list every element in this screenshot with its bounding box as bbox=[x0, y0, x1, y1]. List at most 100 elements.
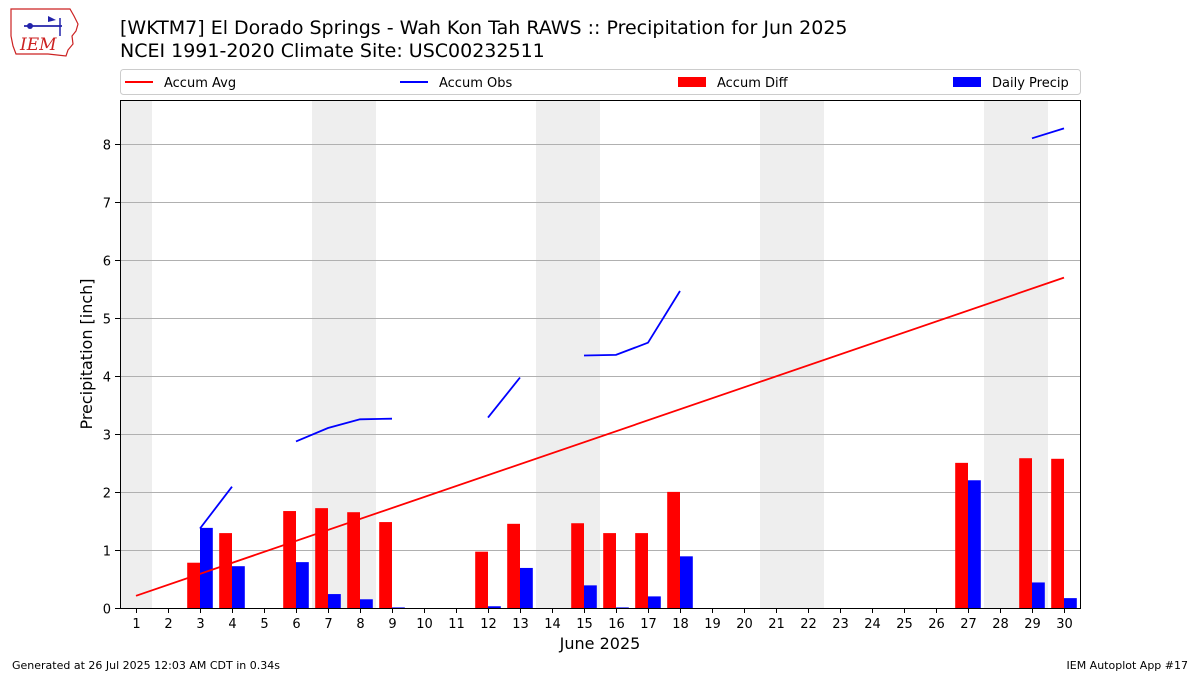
x-tick-label: 1 bbox=[132, 617, 140, 632]
legend-swatch-bar-4 bbox=[953, 77, 981, 87]
legend-label: Accum Diff bbox=[717, 76, 789, 91]
daily-precip-bar-day-29 bbox=[1032, 582, 1045, 608]
daily-precip-bar-day-3 bbox=[200, 527, 213, 608]
x-tick-label: 6 bbox=[292, 617, 300, 632]
x-tick-label: 3 bbox=[196, 617, 204, 632]
accum-obs-line-segment-5 bbox=[1031, 127, 1065, 140]
accum-diff-bar-day-15 bbox=[571, 523, 584, 608]
accum-avg-line bbox=[135, 276, 1065, 597]
legend-swatch-bar-3 bbox=[678, 77, 706, 87]
legend-box bbox=[120, 69, 1081, 95]
weekend-shade-day-1 bbox=[120, 100, 152, 608]
x-tick-label: 4 bbox=[228, 617, 236, 632]
accum-diff-bar-day-4 bbox=[219, 533, 232, 608]
accum-diff-bar-day-16 bbox=[603, 533, 616, 608]
x-tick-label: 12 bbox=[480, 617, 497, 632]
daily-precip-bar-day-8 bbox=[360, 599, 373, 608]
x-tick-label: 13 bbox=[512, 617, 529, 632]
y-tick-label: 4 bbox=[103, 371, 111, 386]
x-tick-label: 7 bbox=[324, 617, 332, 632]
accum-obs-line-segment-1 bbox=[199, 486, 233, 530]
y-tick-label: 2 bbox=[103, 487, 111, 502]
daily-precip-bar-day-7 bbox=[328, 594, 341, 608]
x-tick-label: 18 bbox=[672, 617, 689, 632]
daily-precip-bar-day-30 bbox=[1064, 598, 1077, 608]
iem-logo: IEM bbox=[10, 8, 79, 57]
accum-diff-bar-day-27 bbox=[955, 462, 968, 608]
daily-precip-bar-day-17 bbox=[648, 596, 661, 608]
accum-obs-line-segment-4 bbox=[583, 290, 681, 357]
x-tick-label: 30 bbox=[1056, 617, 1073, 632]
x-tick-label: 8 bbox=[356, 617, 364, 632]
x-tick-label: 19 bbox=[704, 617, 721, 632]
y-tick-label: 3 bbox=[103, 429, 111, 444]
lines bbox=[135, 127, 1065, 597]
daily-precip-bar-day-15 bbox=[584, 585, 597, 608]
weekend-shading bbox=[120, 100, 1048, 608]
accum-diff-bar-day-29 bbox=[1019, 458, 1032, 608]
accum-obs-line-segment-2 bbox=[295, 417, 393, 443]
legend-label: Accum Avg bbox=[164, 76, 236, 91]
x-tick-label: 20 bbox=[736, 617, 753, 632]
x-axis-label: June 2025 bbox=[559, 634, 641, 653]
y-tick-label: 7 bbox=[103, 197, 111, 212]
x-tick-label: 15 bbox=[576, 617, 593, 632]
x-tick-label: 2 bbox=[164, 617, 172, 632]
x-tick-label: 22 bbox=[800, 617, 817, 632]
accum-diff-bar-day-7 bbox=[315, 508, 328, 608]
daily-precip-bar-day-13 bbox=[520, 567, 533, 608]
y-axis-label: Precipitation [inch] bbox=[77, 278, 96, 429]
chart-title: [WKTM7] El Dorado Springs - Wah Kon Tah … bbox=[120, 17, 848, 39]
x-tick-label: 11 bbox=[448, 617, 465, 632]
app-credit: IEM Autoplot App #17 bbox=[1066, 659, 1189, 672]
daily-precip-bar-day-18 bbox=[680, 556, 693, 608]
accum-diff-bar-day-12 bbox=[475, 551, 488, 608]
x-tick-label: 28 bbox=[992, 617, 1009, 632]
daily-precip-bar-day-12 bbox=[488, 606, 501, 608]
chart-subtitle: NCEI 1991-2020 Climate Site: USC00232511 bbox=[120, 40, 545, 62]
x-tick-label: 5 bbox=[260, 617, 268, 632]
x-tick-label: 9 bbox=[388, 617, 396, 632]
accum-diff-bar-day-9 bbox=[379, 522, 392, 608]
weekend-shade-day-21 bbox=[760, 100, 792, 608]
accum-diff-bar-day-18 bbox=[667, 491, 680, 608]
y-tick-label: 0 bbox=[103, 603, 111, 618]
legend-label: Accum Obs bbox=[439, 76, 512, 91]
daily-precip-bar-day-6 bbox=[296, 562, 309, 608]
x-tick-label: 21 bbox=[768, 617, 785, 632]
x-tick-label: 26 bbox=[928, 617, 945, 632]
x-tick-label: 10 bbox=[416, 617, 433, 632]
daily-precip-bar-day-4 bbox=[232, 566, 245, 608]
daily-precip-bar-day-16 bbox=[616, 607, 629, 609]
plot-frame bbox=[120, 100, 1081, 609]
iowa-state-outline bbox=[10, 8, 79, 57]
x-tick-label: 16 bbox=[608, 617, 625, 632]
legend-label: Daily Precip bbox=[992, 76, 1069, 91]
accum-diff-bar-day-13 bbox=[507, 523, 520, 608]
daily-precip-bar-day-27 bbox=[968, 480, 981, 608]
accum-diff-bar-day-30 bbox=[1051, 458, 1064, 608]
bars bbox=[187, 458, 1077, 609]
logo-text: IEM bbox=[19, 35, 57, 55]
weekend-shade-day-28 bbox=[984, 100, 1016, 608]
accum-diff-bar-day-17 bbox=[635, 533, 648, 608]
y-tick-label: 5 bbox=[103, 313, 111, 328]
x-tick-label: 29 bbox=[1024, 617, 1041, 632]
x-tick-label: 23 bbox=[832, 617, 849, 632]
x-tick-label: 14 bbox=[544, 617, 561, 632]
y-tick-label: 6 bbox=[103, 255, 111, 270]
accum-diff-bar-day-3 bbox=[187, 562, 200, 608]
x-tick-label: 27 bbox=[960, 617, 977, 632]
x-tick-label: 24 bbox=[864, 617, 881, 632]
generated-timestamp: Generated at 26 Jul 2025 12:03 AM CDT in… bbox=[12, 659, 280, 672]
y-tick-label: 1 bbox=[103, 545, 111, 560]
daily-precip-bar-day-9 bbox=[392, 607, 405, 609]
x-tick-label: 17 bbox=[640, 617, 657, 632]
x-tick-label: 25 bbox=[896, 617, 913, 632]
legend: Accum Avg Accum Obs Accum Diff Daily Precip bbox=[120, 69, 1081, 95]
accum-obs-line-segment-3 bbox=[487, 376, 521, 419]
weekend-shade-day-14 bbox=[536, 100, 568, 608]
accum-diff-bar-day-6 bbox=[283, 511, 296, 608]
